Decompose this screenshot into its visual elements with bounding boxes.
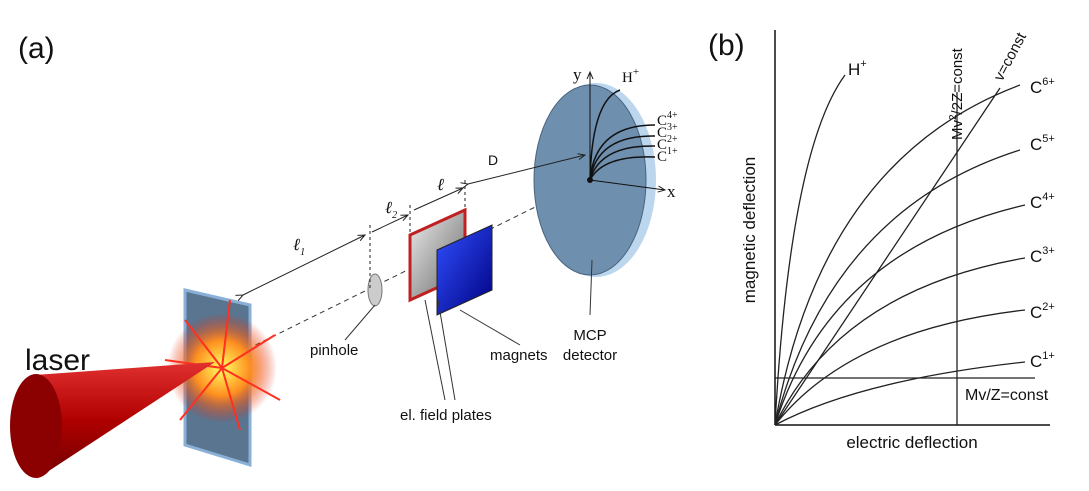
ion: C <box>1030 247 1042 266</box>
ion-label: C1+ <box>1030 350 1055 371</box>
energy-part: /2Z=const <box>949 47 966 114</box>
ion-label: H+ <box>848 58 867 79</box>
detector-label: detector <box>563 347 617 364</box>
ion-label: C4+ <box>1030 191 1055 212</box>
distance-index: 1 <box>300 247 305 258</box>
ion-label: C6+ <box>1030 76 1055 97</box>
magnets-label: magnets <box>490 347 548 364</box>
distance-index: 2 <box>392 210 397 221</box>
ion-label: C5+ <box>1030 133 1055 154</box>
leader <box>425 300 445 400</box>
ion-charge: 4+ <box>1042 191 1055 203</box>
ion: C <box>1030 135 1042 154</box>
distance-label: ℓ <box>437 175 444 194</box>
ion-charge: 5+ <box>1042 133 1055 145</box>
y-axis-label: magnetic deflection <box>740 157 759 303</box>
ion: C <box>1030 303 1042 322</box>
ion-charge: 6+ <box>1042 76 1055 88</box>
page: (a) laser pinhole el. field plates magne… <box>0 0 1089 491</box>
axis-label: y <box>573 65 582 84</box>
velocity-label: v=const <box>991 29 1031 84</box>
leader <box>438 300 455 400</box>
leader <box>345 305 375 340</box>
ion: C <box>1030 78 1042 97</box>
ion-charge: 1+ <box>1042 350 1055 362</box>
distance-label: ℓ1 <box>293 235 305 258</box>
ion-charge: 3+ <box>667 122 678 133</box>
ion: H <box>622 70 633 86</box>
ion: C <box>1030 352 1042 371</box>
pinhole-label: pinhole <box>310 342 358 359</box>
ion-charge: 4+ <box>667 110 678 121</box>
laser-label: laser <box>25 344 90 377</box>
axis-label: x <box>667 182 676 201</box>
distance: ℓ <box>385 198 392 217</box>
distance: ℓ <box>293 235 300 254</box>
ion-label: H+ <box>622 66 639 86</box>
ion: C <box>657 149 667 165</box>
ion-charge: 3+ <box>1042 245 1055 257</box>
ion: H <box>848 60 860 79</box>
curves <box>775 75 1035 425</box>
leader <box>460 310 520 345</box>
ion-label: C1+ <box>657 146 678 165</box>
momentum-label: Mv/Z=const <box>965 387 1049 404</box>
panel-label: (a) <box>18 32 55 65</box>
ion: C <box>1030 193 1042 212</box>
figure: (a) laser pinhole el. field plates magne… <box>0 0 1089 486</box>
ion-charge: 2+ <box>667 134 678 145</box>
ion-charge: 1+ <box>667 146 678 157</box>
energy-part: Mv <box>949 120 966 140</box>
laser-end <box>10 374 62 478</box>
ion-charge: + <box>633 66 639 78</box>
energy-label: Mv2/2Z=const <box>948 47 966 140</box>
plates-label: el. field plates <box>400 407 492 424</box>
ion-label: C2+ <box>1030 301 1055 322</box>
panel-label: (b) <box>708 29 745 62</box>
detector-label: MCP <box>573 327 606 344</box>
pinhole <box>368 274 382 306</box>
distance-label: ℓ2 <box>385 198 397 221</box>
ion-label: C3+ <box>1030 245 1055 266</box>
ion-charge: 2+ <box>1042 301 1055 313</box>
x-axis-label: electric deflection <box>846 433 977 452</box>
distance-label: D <box>488 152 498 168</box>
ion-charge: + <box>860 58 866 70</box>
